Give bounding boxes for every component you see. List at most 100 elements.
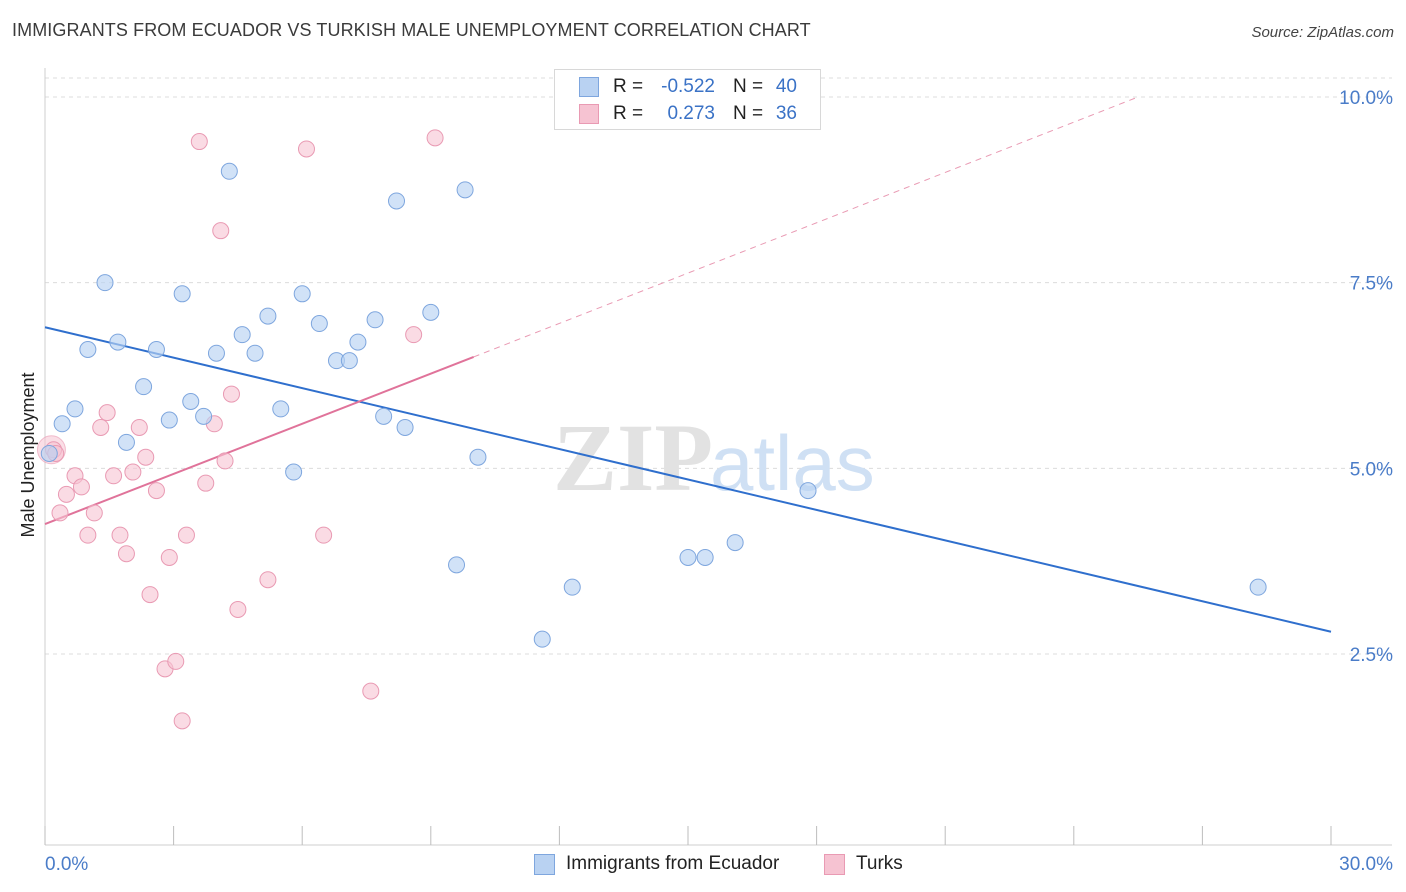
ecuador-point: [1249, 578, 1267, 596]
ecuador-point: [340, 352, 358, 370]
ecuador-point: [285, 463, 303, 481]
turks-trend-line: [44, 356, 475, 525]
turks-point: [57, 485, 75, 503]
axes: 2.5% 5.0% 7.5% 10.0% 0.0% 30.0%: [44, 68, 1393, 875]
turks-point: [72, 478, 90, 496]
turks-point: [212, 222, 230, 240]
turks-point: [111, 526, 129, 544]
ecuador-swatch: [579, 77, 599, 97]
chart-legend: Immigrants from Ecuador Turks: [0, 850, 1406, 878]
ecuador-point: [293, 285, 311, 303]
y-tick-label: 7.5%: [1350, 274, 1393, 295]
ecuador-point: [456, 181, 474, 199]
stats-row-turks: R = 0.273 N = 36: [555, 101, 820, 127]
turks-trend-extension: [473, 96, 1139, 358]
stats-legend-box: R = -0.522 N = 40 R = 0.273 N = 36: [554, 69, 821, 130]
n-value: 40: [775, 76, 797, 97]
ecuador-point: [272, 400, 290, 418]
data-points: [36, 129, 1267, 730]
ecuador-point: [220, 162, 238, 180]
ecuador-point: [388, 192, 406, 210]
ecuador-point: [448, 556, 466, 574]
turks-point: [92, 418, 110, 436]
n-value: 36: [775, 103, 797, 124]
turks-point: [98, 404, 116, 422]
turks-legend-swatch: [824, 854, 845, 875]
turks-point: [177, 526, 195, 544]
turks-point: [197, 474, 215, 492]
ecuador-point: [349, 333, 367, 351]
stats-row-ecuador: R = -0.522 N = 40: [555, 74, 820, 100]
r-label: R =: [613, 76, 644, 97]
ecuador-point: [182, 392, 200, 410]
turks-point: [85, 504, 103, 522]
ecuador-point: [679, 548, 697, 566]
ecuador-point: [207, 344, 225, 362]
ecuador-point: [147, 341, 165, 359]
ecuador-point: [135, 378, 153, 396]
turks-point: [315, 526, 333, 544]
grid-lines: [45, 77, 1392, 655]
ecuador-point: [79, 341, 97, 359]
y-axis-label: Male Unemployment: [18, 372, 38, 537]
trend-lines: [44, 96, 1332, 633]
ecuador-trend-line: [44, 326, 1332, 633]
y-tick-label: 10.0%: [1339, 88, 1393, 109]
turks-point: [130, 418, 148, 436]
x-tick-label: 30.0%: [1339, 854, 1393, 875]
turks-point: [105, 467, 123, 485]
y-tick-label: 5.0%: [1350, 459, 1393, 480]
ecuador-point: [422, 303, 440, 321]
turks-point: [141, 586, 159, 604]
ecuador-point: [233, 326, 251, 344]
ecuador-point: [53, 415, 71, 433]
ecuador-point: [109, 333, 127, 351]
chart-title: IMMIGRANTS FROM ECUADOR VS TURKISH MALE …: [12, 20, 811, 40]
ecuador-point: [563, 578, 581, 596]
ecuador-point: [366, 311, 384, 329]
turks-point: [426, 129, 444, 147]
ecuador-point: [259, 307, 277, 325]
turks-point: [297, 140, 315, 158]
turks-point: [124, 463, 142, 481]
x-tick-label: 0.0%: [45, 854, 88, 875]
turks-point: [362, 682, 380, 700]
r-value: -0.522: [661, 76, 715, 97]
turks-swatch: [579, 104, 599, 124]
r-label: R =: [613, 103, 644, 124]
ecuador-legend-swatch: [534, 854, 555, 875]
ecuador-point: [66, 400, 84, 418]
ecuador-point: [117, 433, 135, 451]
turks-point: [216, 452, 234, 470]
turks-point: [137, 448, 155, 466]
turks-point: [79, 526, 97, 544]
turks-point: [173, 712, 191, 730]
n-label: N =: [733, 76, 764, 97]
n-label: N =: [733, 103, 764, 124]
ecuador-point: [375, 407, 393, 425]
ecuador-point: [726, 534, 744, 552]
turks-point: [160, 548, 178, 566]
legend-label: Turks: [856, 853, 903, 874]
r-value: 0.273: [667, 103, 715, 124]
turks-point: [222, 385, 240, 403]
ecuador-point: [310, 315, 328, 333]
ecuador-point: [533, 630, 551, 648]
turks-point: [259, 571, 277, 589]
y-tick-label: 2.5%: [1350, 645, 1393, 666]
ecuador-point: [173, 285, 191, 303]
chart-source: Source: ZipAtlas.com: [1251, 24, 1394, 41]
ecuador-point: [799, 482, 817, 500]
legend-label: Immigrants from Ecuador: [566, 853, 780, 874]
turks-point: [229, 600, 247, 618]
ecuador-point: [469, 448, 487, 466]
ecuador-point: [696, 548, 714, 566]
turks-point: [147, 482, 165, 500]
watermark-zip: ZIP: [553, 404, 713, 511]
turks-point: [405, 326, 423, 344]
turks-point: [117, 545, 135, 563]
ecuador-point: [40, 444, 58, 462]
ecuador-point: [396, 418, 414, 436]
turks-point: [167, 652, 185, 670]
